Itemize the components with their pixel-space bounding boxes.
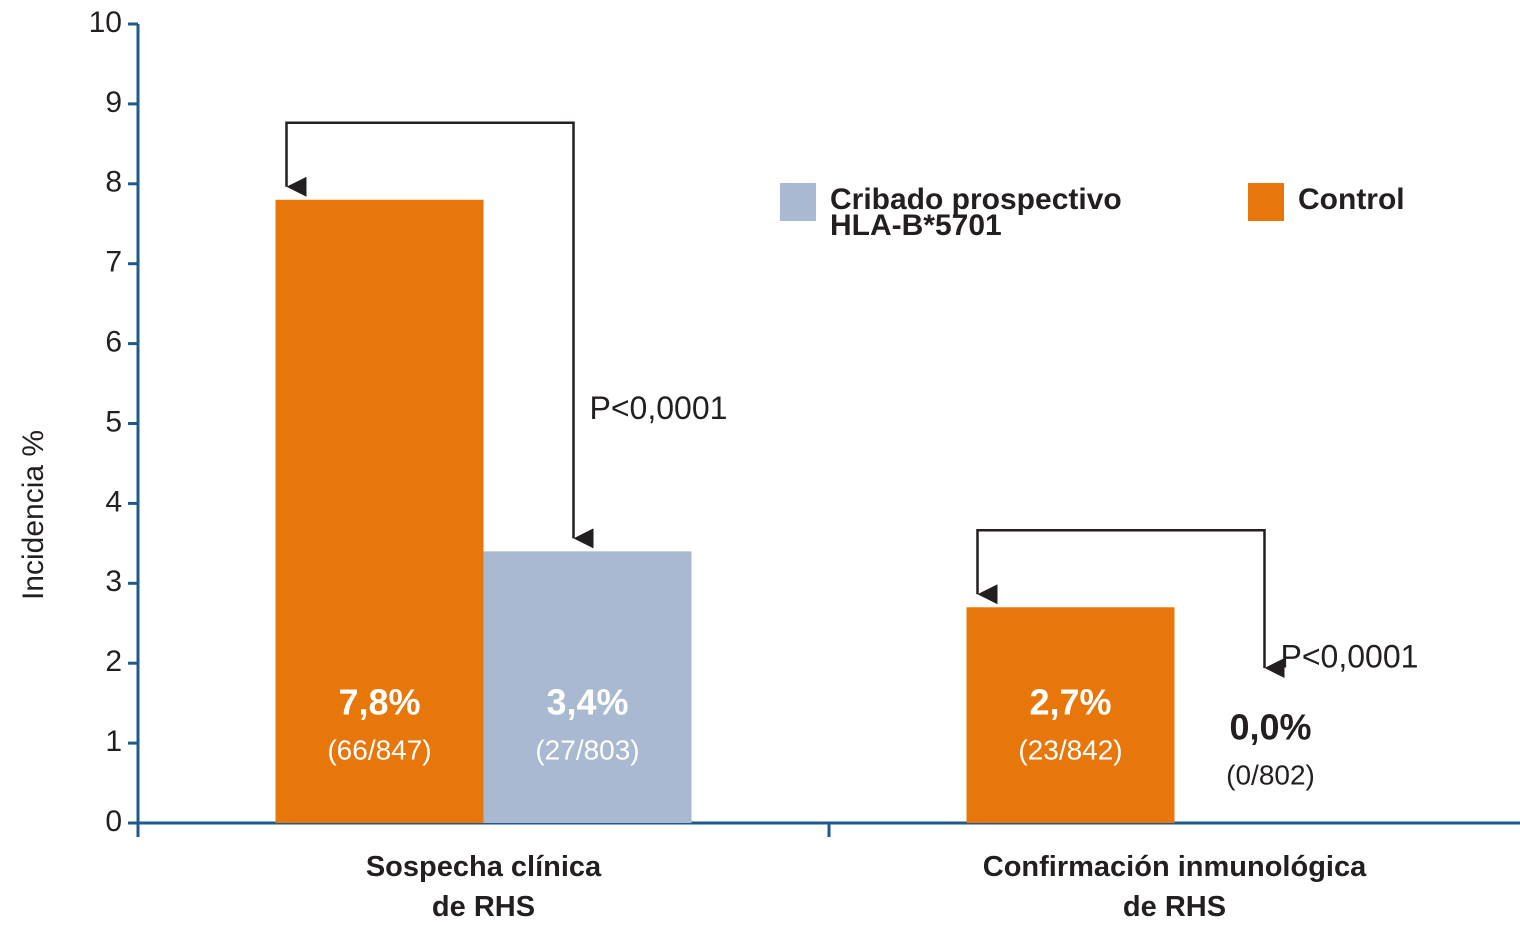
y-tick-label: 9 <box>105 86 122 119</box>
y-tick-label: 5 <box>105 405 122 438</box>
y-tick-label: 8 <box>105 166 122 199</box>
x-tick-label: Sospecha clínica de RHS <box>366 851 602 923</box>
y-tick-label: 6 <box>105 326 122 359</box>
y-tick-label: 0 <box>105 805 122 838</box>
value-label: 2,7% <box>1029 682 1111 723</box>
y-tick-label: 1 <box>105 725 122 758</box>
p-value: P<0,0001 <box>1281 639 1419 675</box>
bar <box>275 199 484 823</box>
count-label: (27/803) <box>535 734 639 765</box>
y-axis-label: Incidencia % <box>17 430 50 600</box>
y-tick-label: 4 <box>105 485 122 518</box>
legend-label: Cribado prospectivo HLA-B*5701 <box>830 183 1122 242</box>
y-tick-label: 2 <box>105 645 122 678</box>
legend-swatch <box>1248 183 1284 221</box>
y-tick-label: 3 <box>105 565 122 598</box>
x-tick-label: Confirmación inmunológica de RHS <box>983 851 1367 923</box>
count-label: (66/847) <box>327 734 431 765</box>
legend-swatch <box>780 183 816 221</box>
legend-label: Control <box>1298 183 1405 216</box>
y-tick-label: 7 <box>105 246 122 279</box>
value-label: 0,0% <box>1229 707 1311 748</box>
count-label: (0/802) <box>1226 759 1315 790</box>
value-label: 7,8% <box>338 682 420 723</box>
count-label: (23/842) <box>1018 734 1122 765</box>
p-value: P<0,0001 <box>590 390 728 426</box>
significance-bracket <box>285 121 594 549</box>
value-label: 3,4% <box>546 682 628 723</box>
significance-bracket <box>976 529 1285 678</box>
y-tick-label: 10 <box>89 6 122 39</box>
bar <box>483 551 692 823</box>
